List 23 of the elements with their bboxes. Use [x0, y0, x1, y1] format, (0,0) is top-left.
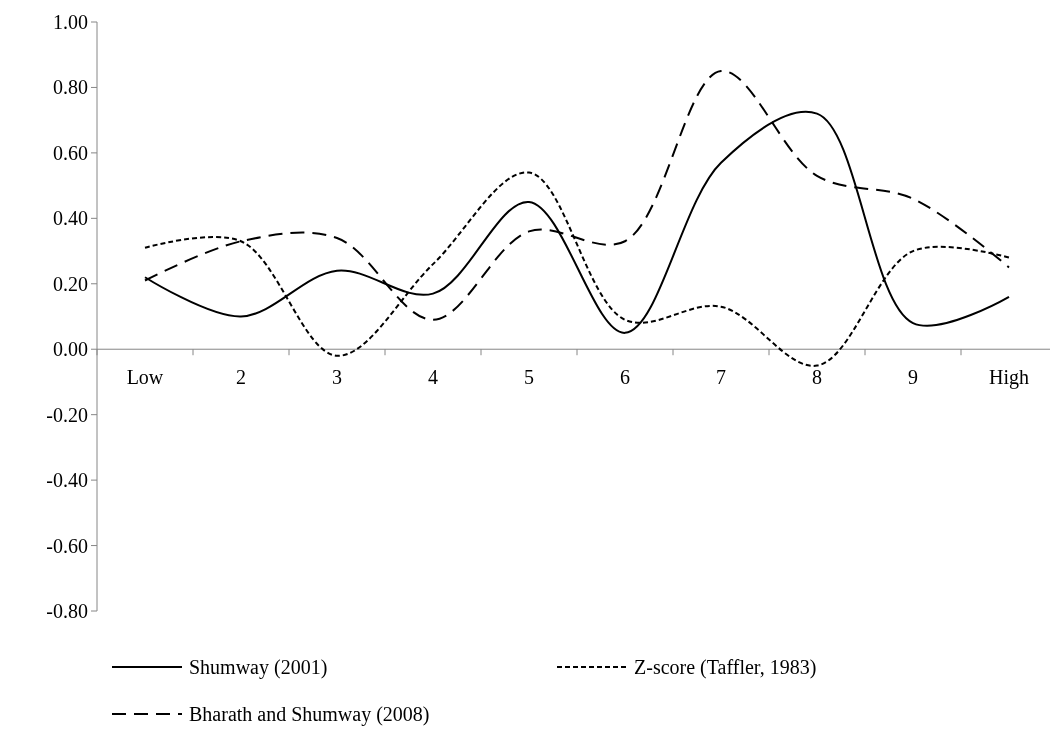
x-tick-label: High — [989, 366, 1029, 390]
x-tick-label: 5 — [524, 366, 534, 389]
legend-label: Bharath and Shumway (2008) — [189, 703, 430, 726]
y-tick-label: -0.80 — [46, 600, 88, 622]
y-tick-label: -0.60 — [46, 534, 88, 557]
x-tick-label: 8 — [812, 366, 822, 389]
y-tick-label: -0.40 — [46, 469, 88, 492]
y-tick-label: 0.00 — [53, 338, 88, 361]
x-tick-label: Low — [126, 366, 164, 389]
legend-label: Z-score (Taffler, 1983) — [634, 656, 817, 679]
x-tick-label: 3 — [332, 366, 342, 389]
x-tick-label: 6 — [620, 366, 630, 389]
y-tick-label: 0.80 — [53, 76, 88, 99]
x-tick-label: 9 — [908, 366, 918, 389]
y-tick-label: -0.20 — [46, 403, 88, 426]
y-tick-label: 0.40 — [53, 207, 88, 230]
x-tick-label: 2 — [236, 366, 246, 389]
x-tick-label: 4 — [428, 366, 438, 389]
y-tick-label: 0.60 — [53, 141, 88, 164]
y-tick-label: 0.20 — [53, 272, 88, 295]
legend-label: Shumway (2001) — [189, 656, 328, 679]
y-tick-label: 1.00 — [53, 11, 88, 33]
x-tick-label: 7 — [716, 366, 726, 389]
